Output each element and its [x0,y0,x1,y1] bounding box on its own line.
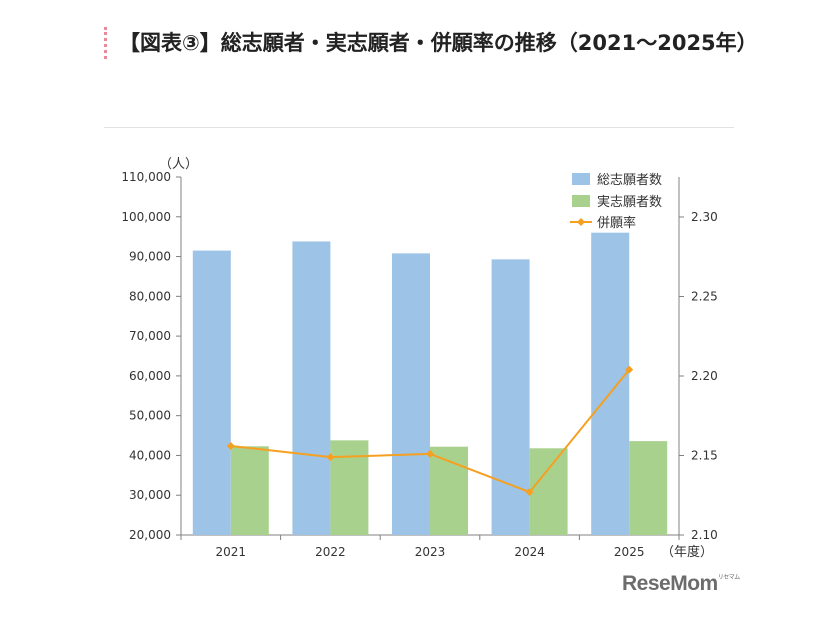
bar-total [192,250,231,536]
legend-swatch-actual [572,195,590,207]
page-title: 【図表③】総志願者・実志願者・併願率の推移（2021～2025年） [119,31,758,55]
x-unit: （年度） [661,544,713,560]
x-tick-label: 2021 [216,545,247,559]
y-right-tick-label: 2.10 [691,528,718,542]
bar-total [292,241,331,535]
rate-line [226,365,634,497]
y-right-tick-label: 2.15 [691,449,718,463]
title-block: 【図表③】総志願者・実志願者・併願率の推移（2021～2025年） [104,27,759,59]
resemom-logo: ReseMomリセマム [622,572,740,596]
y-left-tick-label: 90,000 [129,250,171,264]
logo-text: ReseMom [622,572,718,595]
legend-label: 併願率 [597,215,636,231]
bar-actual [629,441,668,535]
rate-point [426,449,434,458]
x-tick-label: 2025 [614,545,645,559]
legend-swatch-total [572,173,590,185]
bar-actual [529,448,568,535]
bar-total [491,259,530,535]
y-left-tick-label: 50,000 [129,409,171,423]
rate-point [525,488,534,497]
y-left-tick-label: 70,000 [129,329,171,343]
y-right-tick-label: 2.20 [691,369,718,383]
bar-actual [430,446,468,535]
bar-total [392,253,430,535]
legend-label: 実志願者数 [597,194,662,210]
x-tick-label: 2024 [514,545,545,559]
y-left-tick-label: 60,000 [129,369,171,383]
y-right-tick-label: 2.30 [691,210,718,224]
y-left-tick-label: 40,000 [129,448,171,462]
axes: 20,000 30,000 40,000 50,000 60,000 70,000 80,0… [121,157,717,560]
rate-point [326,453,335,462]
rate-point [625,365,634,374]
y-left-tick-label: 80,000 [129,289,171,303]
y-left-tick-label: 100,000 [121,210,171,224]
y-left-tick-label: 110,000 [121,170,171,184]
x-tick-label: 2023 [415,545,446,559]
divider [104,127,734,128]
y-left-unit: （人） [159,157,198,172]
y-left-tick-label: 20,000 [129,528,171,542]
y-left-tick-label: 30,000 [129,488,171,502]
x-tick-label: 2022 [315,545,346,559]
bar-actual [230,446,269,535]
bar-actual [330,440,369,535]
bars [192,232,668,536]
legend-swatch-rate-marker [577,218,585,226]
bar-total [591,232,630,535]
legend-label: 総志願者数 [597,173,662,188]
rate-point [226,441,235,450]
y-right-tick-label: 2.25 [691,290,718,304]
logo-small: リセマム [717,575,741,581]
